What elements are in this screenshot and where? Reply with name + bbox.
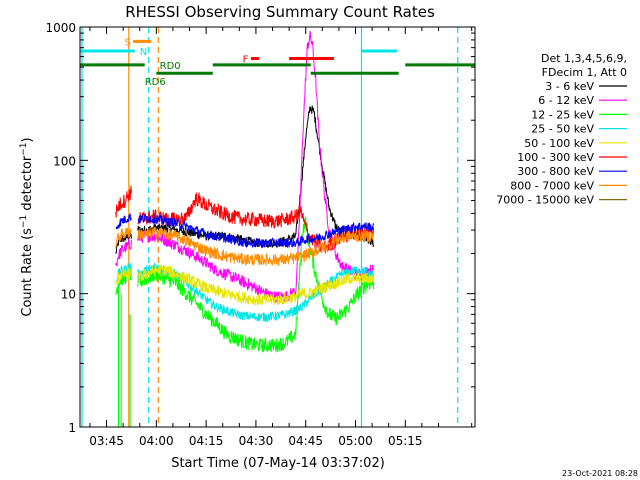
legend-label-0: 3 - 6 keV <box>545 80 594 93</box>
x-tick-label-3: 04:30 <box>239 434 274 448</box>
y-tick-label-1: 10 <box>61 288 76 302</box>
legend-label-1: 6 - 12 keV <box>538 94 594 107</box>
legend-label-8: 7000 - 15000 keV <box>496 194 594 207</box>
legend-label-3: 25 - 50 keV <box>531 123 594 136</box>
y-tick-label-0: 1 <box>68 421 76 435</box>
plot-frame <box>79 26 476 428</box>
series-line-4 <box>115 263 375 306</box>
y-axis-label: Count Rate (s−1 detector−1) <box>19 137 35 316</box>
annotation-label-rd0: RD0 <box>160 61 181 72</box>
y-axis-label-end: ) <box>20 137 35 142</box>
y-tick-label-3: 1000 <box>45 21 76 35</box>
axis-ticks: 03:45 04:00 04:15 04:30 04:45 05:00 05:15 1 10 10… <box>45 21 475 448</box>
x-axis-label: Start Time (07-May-14 03:37:02) <box>171 456 385 471</box>
x-tick-label-1: 04:00 <box>139 434 174 448</box>
legend-header-line-2: FDecim 1, Att 0 <box>542 66 627 79</box>
legend-label-6: 300 - 800 keV <box>517 165 594 178</box>
legend-label-2: 12 - 25 keV <box>531 108 594 121</box>
y-tick-label-2: 100 <box>53 154 76 168</box>
annotation-label-f: F <box>243 55 249 66</box>
x-tick-label-0: 03:45 <box>89 434 124 448</box>
plot-area: SN RD0 RD6 F <box>80 27 475 427</box>
legend-label-4: 50 - 100 keV <box>524 137 594 150</box>
x-tick-label-4: 04:45 <box>288 434 323 448</box>
timestamp: 23-Oct-2021 08:28 <box>562 469 638 478</box>
chart-title: RHESSI Observing Summary Count Rates <box>125 3 435 21</box>
annotation-label-s: S <box>125 37 131 48</box>
x-tick-label-5: 05:00 <box>338 434 373 448</box>
y-axis-label-sup1: −1 <box>19 215 29 228</box>
x-tick-label-6: 05:15 <box>388 434 423 448</box>
y-axis-label-sup2: −1 <box>19 142 29 155</box>
series-line-6 <box>115 213 375 248</box>
y-axis-label-mid: detector <box>20 155 35 215</box>
series-line-7 <box>115 226 375 267</box>
y-axis-label-main: Count Rate (s <box>20 228 35 317</box>
series-line-0 <box>115 105 375 254</box>
annotation-label-rd6: RD6 <box>145 77 166 88</box>
x-tick-label-2: 04:15 <box>189 434 224 448</box>
legend-header-line-1: Det 1,3,4,5,6,9, <box>541 52 627 65</box>
legend-label-7: 800 - 7000 keV <box>510 179 594 192</box>
annotation-label-n: N <box>140 47 147 58</box>
legend: Det 1,3,4,5,6,9, FDecim 1, Att 0 3 - 6 k… <box>496 52 627 207</box>
legend-label-5: 100 - 300 keV <box>517 151 594 164</box>
